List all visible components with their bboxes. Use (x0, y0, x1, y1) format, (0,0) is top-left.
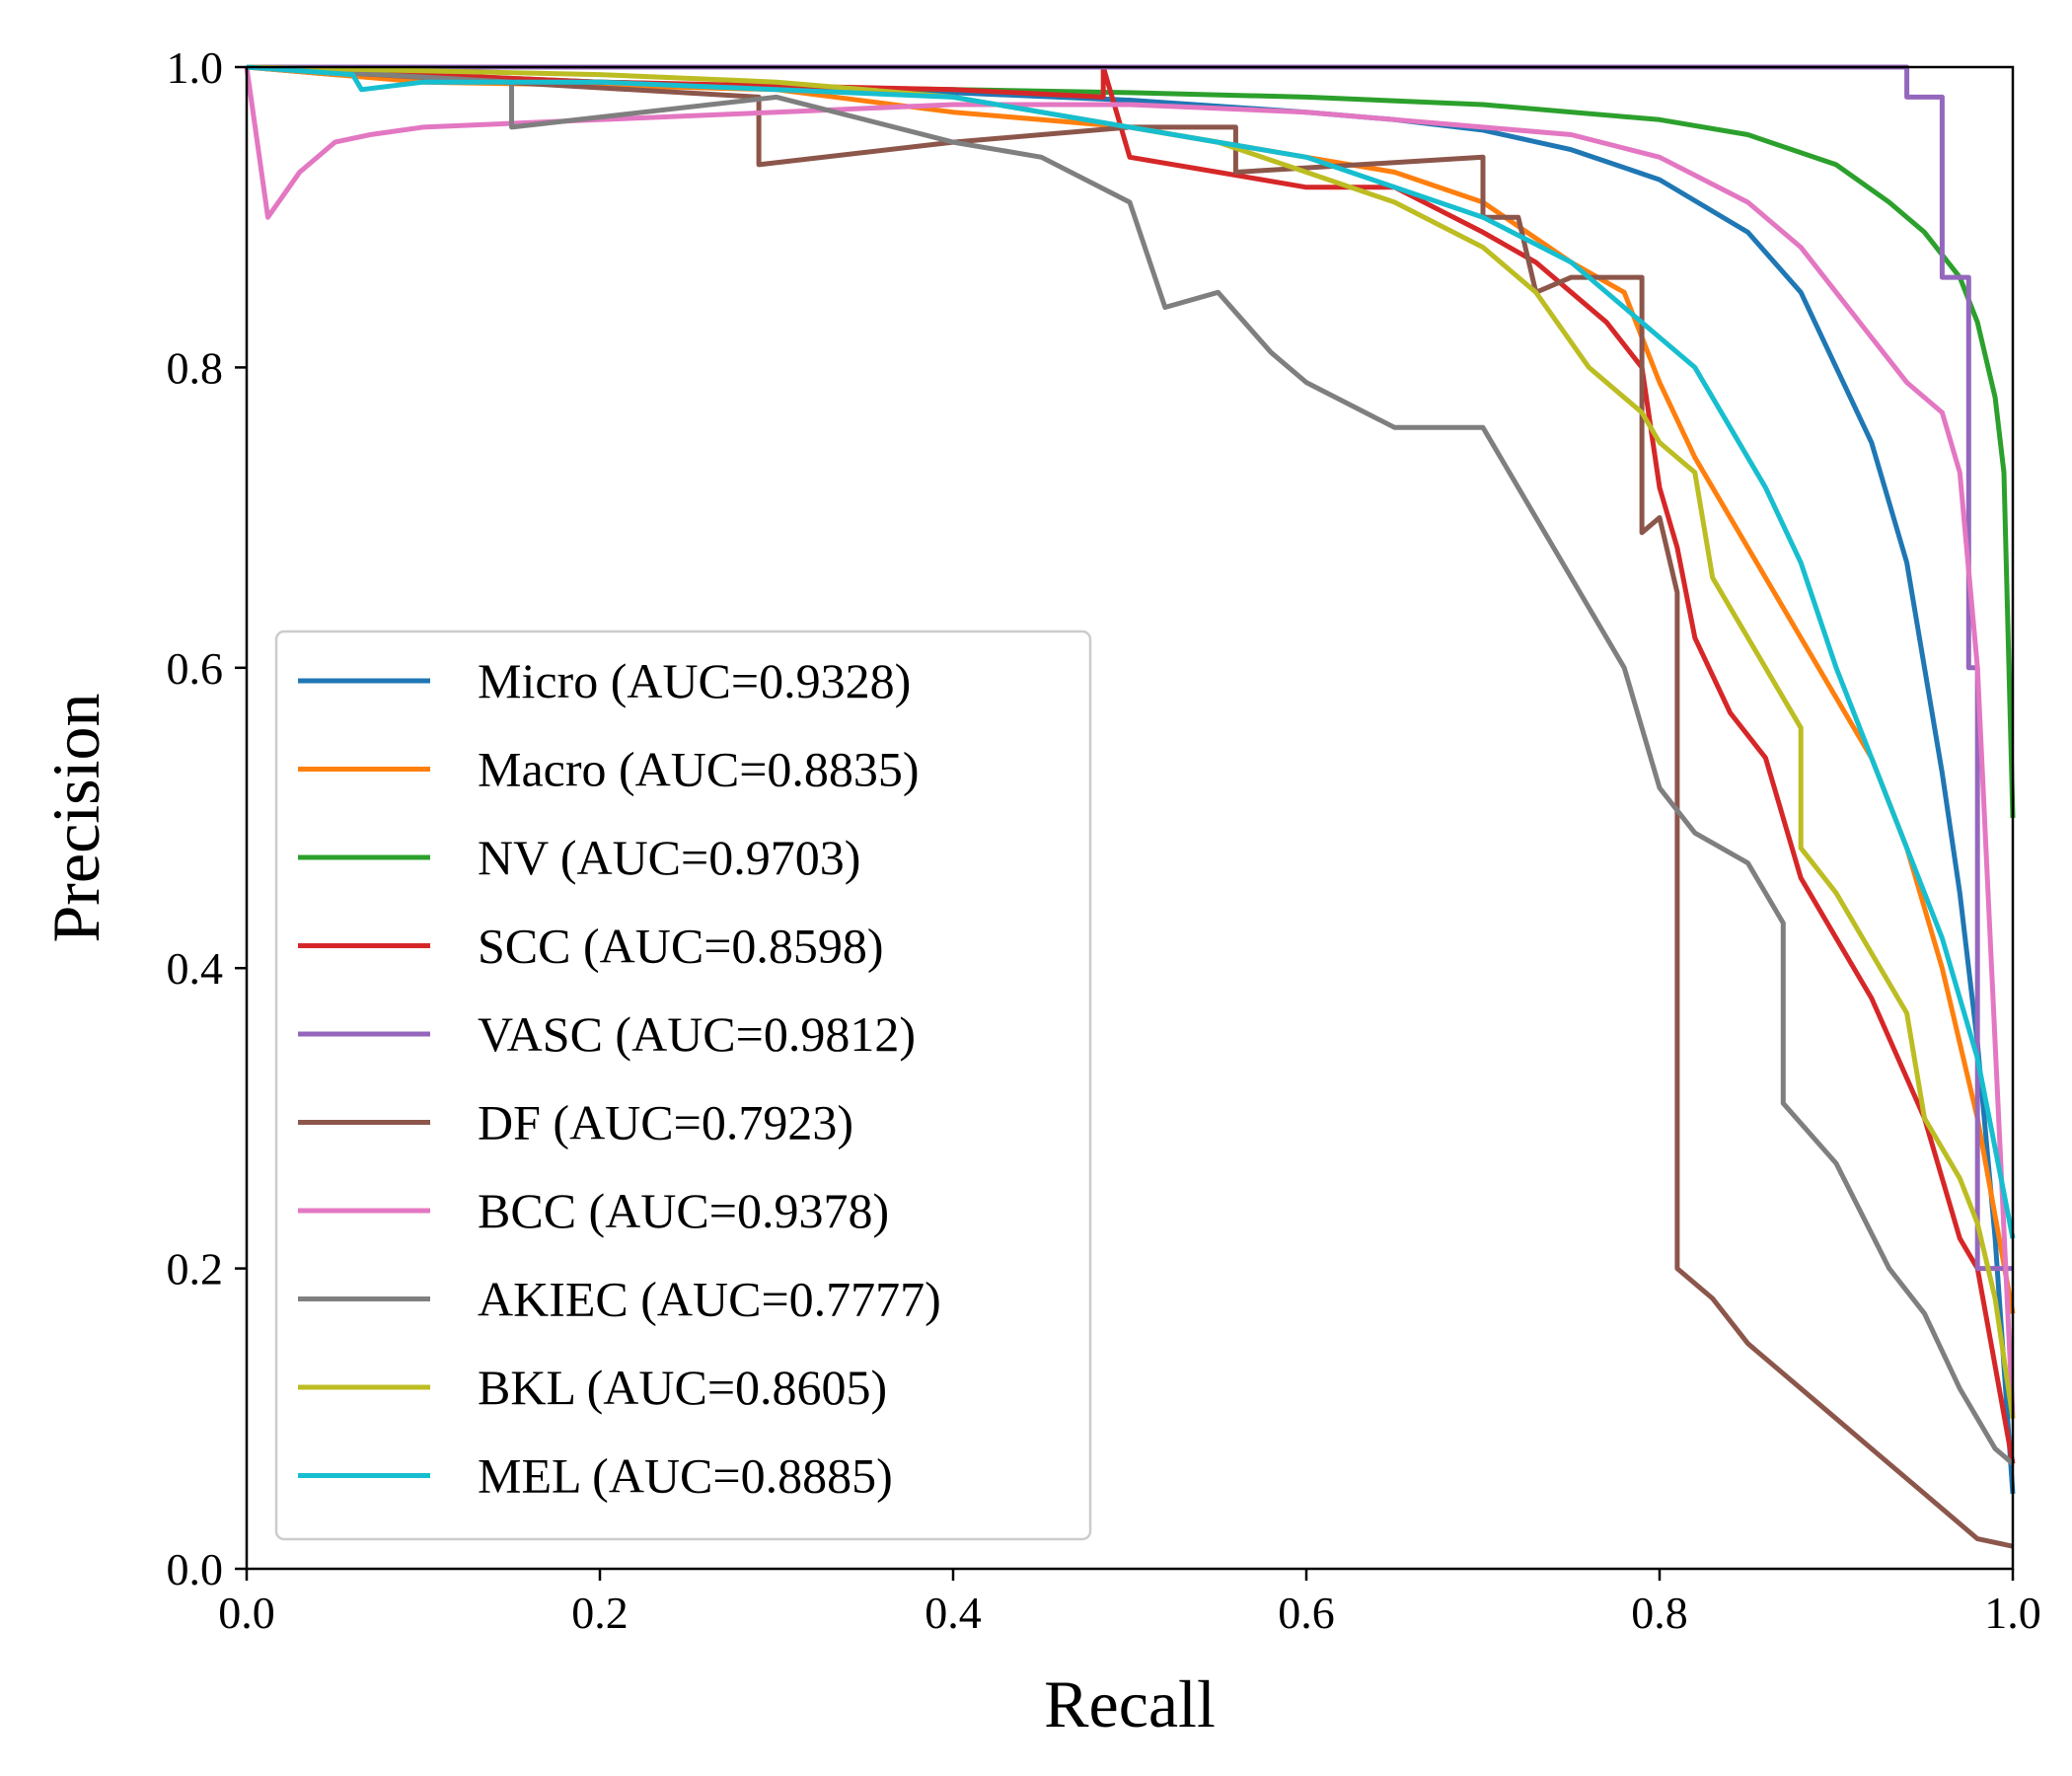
series-line-3 (246, 64, 2016, 1464)
x-axis-ticks: 0.0 0.2 0.4 0.6 0.8 1.0 (218, 1569, 2041, 1638)
legend-label-6: BCC (AUC=0.9378) (478, 1183, 889, 1238)
legend-label-2: NV (AUC=0.9703) (478, 830, 860, 885)
legend-label-5: DF (AUC=0.7923) (478, 1095, 853, 1150)
y-axis-ticks: 0.0 0.2 0.4 0.6 0.8 1.0 (167, 42, 247, 1594)
y-tick-label-2: 0.4 (167, 943, 224, 994)
y-axis-label: Precision (38, 693, 113, 942)
x-tick-label-3: 0.6 (1278, 1588, 1335, 1638)
legend-label-4: VASC (AUC=0.9812) (478, 1006, 916, 1062)
legend-label-8: BKL (AUC=0.8605) (478, 1360, 887, 1415)
series-line-9 (246, 64, 2016, 1239)
x-tick-label-5: 1.0 (1984, 1588, 2041, 1638)
plot-area-frame (245, 65, 2015, 1571)
legend-label-3: SCC (AUC=0.8598) (478, 919, 884, 974)
legend: Micro (AUC=0.9328) Macro (AUC=0.8835) NV (… (274, 629, 1092, 1541)
legend-label-9: MEL (AUC=0.8885) (478, 1448, 893, 1504)
legend-box (274, 629, 1092, 1541)
y-tick-label-0: 0.0 (167, 1544, 224, 1594)
series-line-7 (246, 64, 2015, 1466)
series-layer (244, 64, 2016, 1549)
x-tick-label-4: 0.8 (1631, 1588, 1688, 1638)
x-tick-label-2: 0.4 (925, 1588, 982, 1638)
legend-items: Micro (AUC=0.9328) Macro (AUC=0.8835) NV (… (298, 653, 941, 1504)
y-tick-label-4: 0.8 (167, 342, 224, 393)
legend-label-7: AKIEC (AUC=0.7777) (478, 1272, 941, 1327)
legend-label-1: Macro (AUC=0.8835) (478, 742, 920, 797)
y-tick-label-1: 0.2 (167, 1244, 224, 1295)
x-tick-label-1: 0.2 (571, 1588, 629, 1638)
x-tick-label-0: 0.0 (218, 1588, 275, 1638)
series-line-6 (244, 66, 2016, 1419)
legend-label-0: Micro (AUC=0.9328) (478, 653, 911, 708)
y-tick-label-5: 1.0 (167, 42, 224, 93)
y-tick-label-3: 0.6 (167, 643, 224, 694)
x-axis-label: Recall (1044, 1666, 1216, 1741)
